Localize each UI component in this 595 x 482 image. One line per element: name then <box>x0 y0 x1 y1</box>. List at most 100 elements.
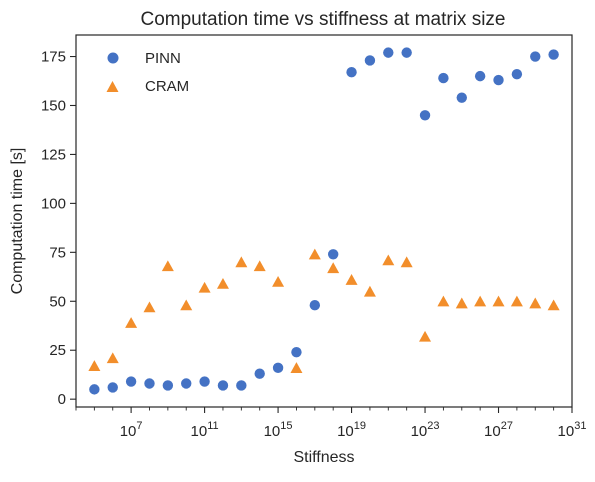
pinn-point <box>181 378 192 389</box>
cram-point <box>88 360 101 371</box>
x-axis-ticks: 107 1011 1015 1019 1023 1027 1031 <box>120 407 587 440</box>
x-tick-label: 1031 <box>558 420 587 440</box>
pinn-point <box>217 380 229 391</box>
pinn-point <box>530 51 541 62</box>
legend: PINN CRAM <box>106 50 189 95</box>
x-tick-base: 10 <box>191 423 208 440</box>
y-tick-label: 125 <box>41 146 66 163</box>
x-tick-label: 1027 <box>484 420 513 440</box>
cram-point <box>474 295 487 307</box>
cram-point <box>547 299 560 311</box>
legend-item-cram: CRAM <box>106 78 189 95</box>
pinn-point <box>383 47 394 58</box>
pinn-point <box>548 49 559 60</box>
cram-point <box>363 285 376 297</box>
pinn-point <box>254 368 265 379</box>
pinn-point <box>327 249 339 260</box>
pinn-point <box>272 362 284 374</box>
y-tick-label: 0 <box>58 391 66 408</box>
y-tick-label: 175 <box>41 49 66 66</box>
cram-point <box>290 362 303 373</box>
pinn-point <box>199 376 210 387</box>
x-tick-base: 10 <box>337 423 354 440</box>
legend-marker-cram <box>106 81 119 92</box>
cram-point <box>161 260 174 272</box>
y-tick-label: 150 <box>41 97 66 114</box>
cram-point <box>382 254 395 266</box>
x-tick-base: 10 <box>558 423 575 440</box>
pinn-point <box>89 384 100 395</box>
cram-point <box>198 281 211 293</box>
y-axis-label: Computation time [s] <box>9 148 26 295</box>
pinn-point <box>419 110 431 121</box>
x-axis-label: Stiffness <box>293 449 354 466</box>
cram-point <box>345 274 358 285</box>
x-tick-label: 107 <box>120 420 143 440</box>
y-tick-label: 25 <box>49 342 66 359</box>
cram-point <box>235 256 248 268</box>
cram-point <box>529 297 542 309</box>
cram-point <box>308 248 321 260</box>
y-tick-label: 75 <box>49 244 66 261</box>
cram-point <box>180 299 193 311</box>
cram-point <box>437 295 450 307</box>
pinn-point <box>364 55 376 66</box>
plot-background <box>76 35 572 407</box>
pinn-point <box>493 74 504 86</box>
cram-point <box>106 352 119 364</box>
x-tick-label: 1019 <box>337 420 366 440</box>
pinn-point <box>456 92 467 103</box>
cram-point <box>492 295 505 307</box>
cram-point <box>455 297 468 309</box>
x-tick-exponent: 23 <box>427 420 439 432</box>
pinn-point <box>236 380 247 391</box>
pinn-point <box>438 72 449 84</box>
pinn-point <box>162 380 174 391</box>
pinn-point <box>511 68 523 80</box>
y-axis-ticks: 0 25 50 75 100 125 150 175 <box>41 49 76 408</box>
pinn-point <box>401 47 412 58</box>
legend-item-pinn: PINN <box>107 50 181 67</box>
series-cram <box>88 248 560 373</box>
chart-title: Computation time vs stiffness at matrix … <box>141 9 506 30</box>
cram-point <box>272 275 285 287</box>
y-tick-label: 100 <box>41 195 66 212</box>
x-tick-base: 10 <box>411 423 428 440</box>
plot-frame <box>75 34 573 408</box>
cram-point <box>125 317 138 328</box>
legend-marker-pinn <box>107 52 119 64</box>
cram-point <box>510 295 523 307</box>
series-pinn <box>89 47 559 395</box>
cram-point <box>253 260 266 272</box>
pinn-point <box>474 70 486 82</box>
cram-point <box>400 256 413 268</box>
cram-point <box>143 301 156 313</box>
pinn-point <box>144 378 155 389</box>
x-tick-exponent: 15 <box>280 420 292 432</box>
x-tick-base: 10 <box>264 423 281 440</box>
x-tick-label: 1015 <box>264 420 293 440</box>
pinn-point <box>107 382 118 393</box>
pinn-point <box>309 299 321 311</box>
pinn-point <box>125 376 137 387</box>
cram-point <box>216 277 229 289</box>
x-tick-exponent: 27 <box>501 420 513 432</box>
x-tick-exponent: 7 <box>136 420 142 432</box>
cram-point <box>327 262 340 274</box>
x-tick-label: 1011 <box>191 420 219 440</box>
cram-point <box>419 330 432 342</box>
x-tick-base: 10 <box>484 423 501 440</box>
pinn-point <box>291 346 302 358</box>
x-tick-base: 10 <box>120 423 137 440</box>
x-tick-label: 1023 <box>411 420 440 440</box>
y-tick-label: 50 <box>49 293 66 310</box>
x-tick-exponent: 11 <box>207 420 218 432</box>
legend-label-cram: CRAM <box>145 78 189 95</box>
x-tick-exponent: 31 <box>574 420 586 432</box>
pinn-point <box>346 67 357 78</box>
legend-label-pinn: PINN <box>145 50 181 67</box>
x-tick-exponent: 19 <box>354 420 366 432</box>
